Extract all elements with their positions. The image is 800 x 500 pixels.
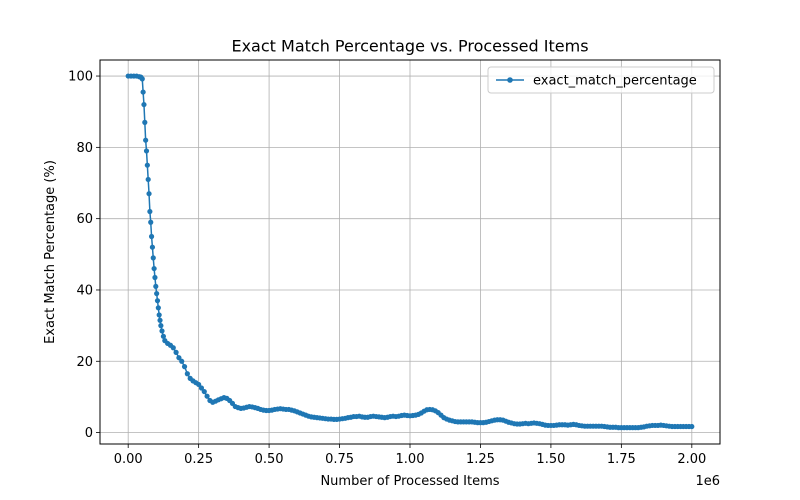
data-point [196,381,202,388]
data-point [149,244,156,250]
data-point [148,233,155,240]
data-point [158,323,164,329]
data-point [151,265,157,272]
data-point [144,162,150,168]
x-tick-label: 1.25 [466,452,495,467]
y-tick-label: 40 [76,283,93,298]
x-axis-offset-label: 1e6 [695,474,720,489]
x-tick-label: 0.00 [114,452,143,467]
data-point [204,393,210,399]
data-point [198,385,205,391]
data-point [170,345,176,351]
x-tick-label: 0.75 [325,452,354,467]
data-point [142,119,148,125]
x-tick-label: 0.25 [184,452,213,467]
data-point [150,255,156,261]
data-point [146,191,152,197]
x-tick-label: 1.75 [607,452,636,467]
x-axis-label: Number of Processed Items [320,474,499,489]
y-tick-label: 20 [76,355,93,370]
data-point [140,89,146,95]
data-point [145,176,151,183]
data-point [156,312,162,318]
data-point [147,208,153,215]
y-axis: 0 20 40 60 80 100 [68,70,100,441]
data-point [155,305,161,311]
y-tick-label: 60 [76,212,93,227]
legend-box [487,66,715,94]
data-point [201,388,207,395]
legend: exact_match_percentage [487,66,715,94]
data-point [139,76,145,82]
data-point [154,298,161,304]
data-point [173,349,179,355]
grid [100,60,720,444]
legend-marker-swatch [507,77,513,83]
x-tick-label: 1.00 [396,452,425,467]
data-point [143,148,150,154]
data-point [154,290,160,297]
y-tick-label: 80 [76,141,93,156]
data-point [176,355,182,361]
data-point [159,328,165,334]
data-point [141,101,147,108]
chart-title: Exact Match Percentage vs. Processed Ite… [231,37,588,56]
x-tick-label: 0.50 [255,452,284,467]
data-point [153,283,159,290]
data-point [152,274,158,281]
data-point [181,364,188,370]
data-point [184,371,190,377]
data-point [689,423,695,430]
y-tick-label: 100 [68,70,93,85]
legend-label: exact_match_percentage [533,74,697,89]
x-tick-label: 1.50 [536,452,565,467]
y-tick-label: 0 [85,426,93,441]
x-tick-label: 2.00 [677,452,706,467]
x-axis: 0.00 0.25 0.50 0.75 1.00 1.25 1.50 1.75 2.00 [114,444,706,467]
data-point [157,317,163,323]
data-point [143,137,149,143]
y-axis-label: Exact Match Percentage (%) [43,160,58,344]
series-layer [125,73,695,431]
data-point [148,219,154,225]
data-point [160,333,167,339]
data-point [179,358,185,364]
